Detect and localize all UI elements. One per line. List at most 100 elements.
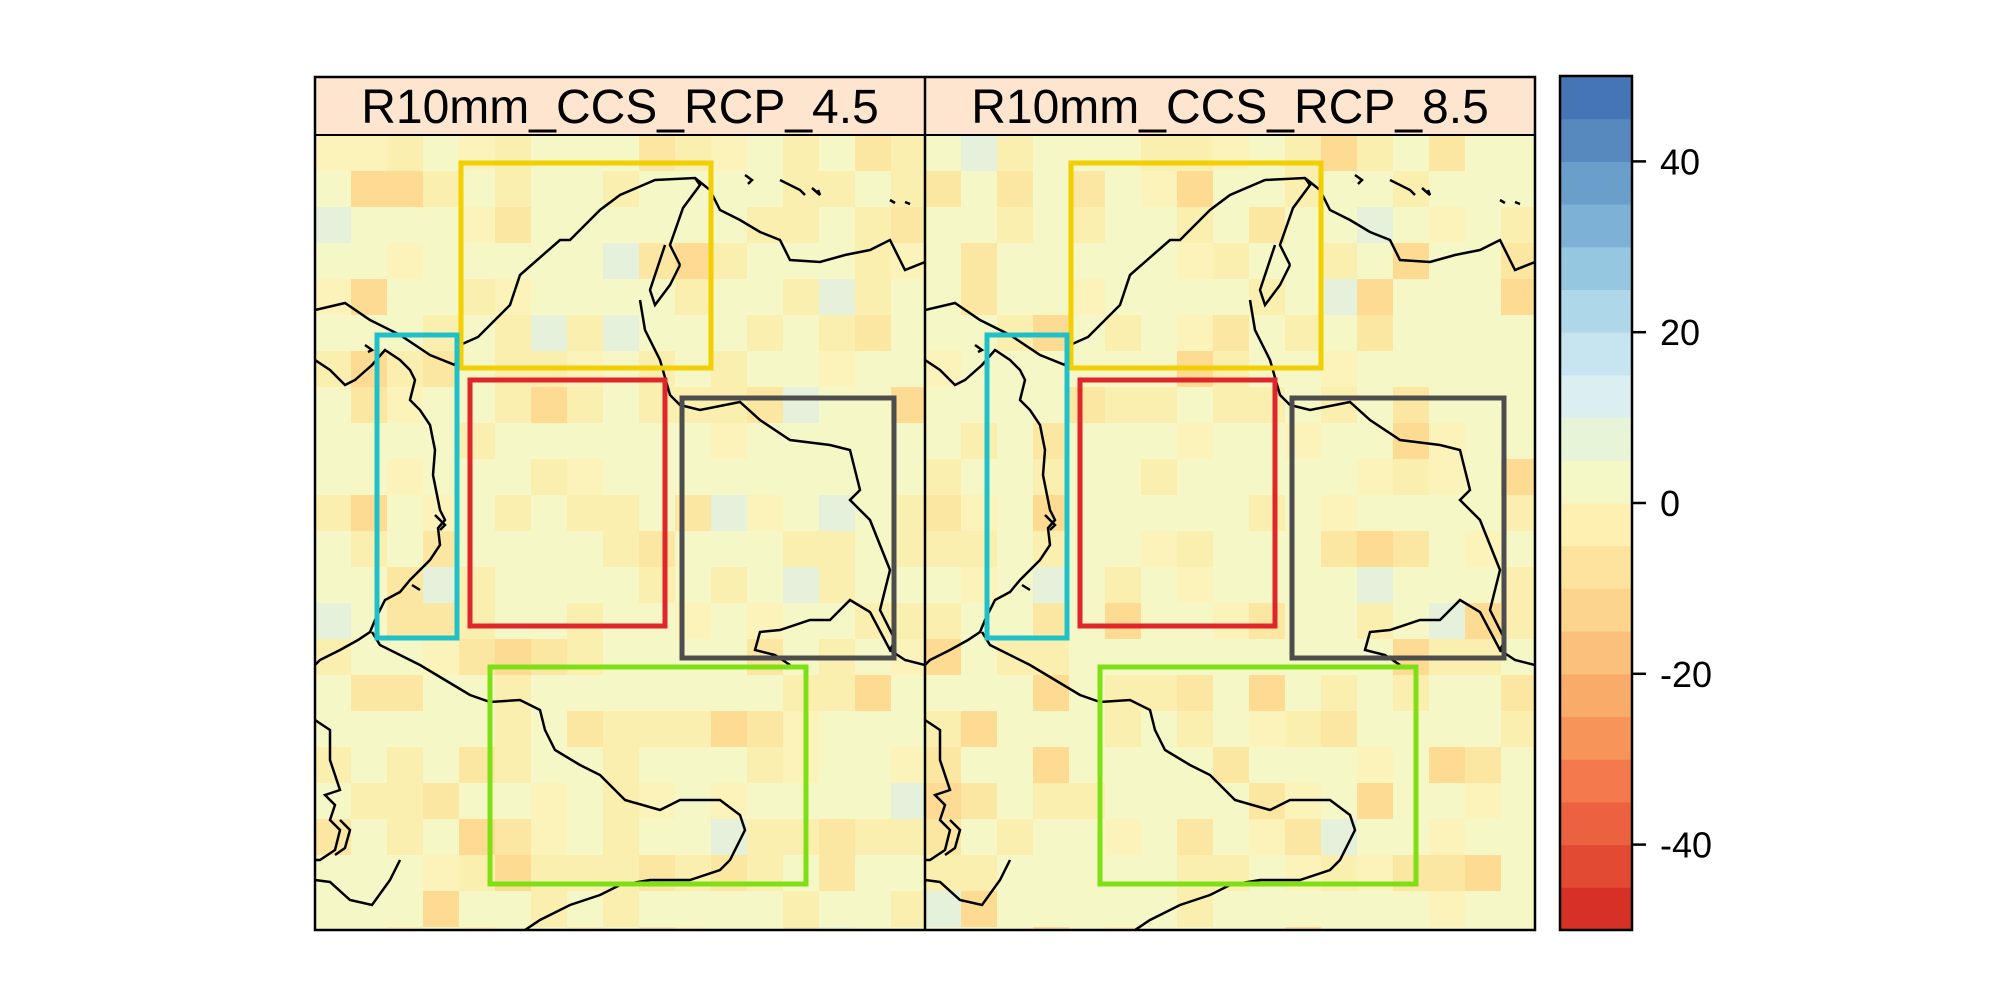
raster-cell [1393, 459, 1429, 495]
raster-cell [1321, 135, 1357, 171]
raster-cell [1393, 675, 1429, 711]
raster-cell [423, 171, 459, 207]
raster-cell [1249, 711, 1285, 747]
raster-cell [315, 135, 351, 171]
raster-cell [855, 279, 891, 315]
raster-cell [925, 747, 961, 783]
raster-cell [1177, 315, 1213, 351]
raster-cell [639, 711, 675, 747]
raster-cell [639, 531, 675, 567]
raster-cell [711, 243, 747, 279]
raster-cell [1105, 927, 1141, 930]
raster-cell [351, 171, 387, 207]
raster-cell [1213, 243, 1249, 279]
raster-cell [1501, 459, 1535, 495]
raster-cell [567, 927, 603, 930]
raster-cell [1465, 783, 1501, 819]
raster-cell [603, 891, 639, 927]
colorbar-bin [1560, 246, 1632, 290]
raster-cell [531, 315, 567, 351]
raster-cell [351, 135, 387, 171]
raster-cell [819, 567, 855, 603]
colorbar-bin [1560, 417, 1632, 461]
raster-cell [961, 567, 997, 603]
raster-cell [1141, 171, 1177, 207]
raster-cell [1141, 459, 1177, 495]
raster-cell [315, 495, 351, 531]
raster-cell [1285, 315, 1321, 351]
raster-cell [819, 495, 855, 531]
raster-cell [531, 387, 567, 423]
raster-cell [1105, 387, 1141, 423]
map-raster-rcp85 [925, 135, 1535, 930]
raster-cell [1357, 567, 1393, 603]
raster-cell [1501, 279, 1535, 315]
raster-cell [711, 567, 747, 603]
raster-cell [1249, 819, 1285, 855]
raster-cell [675, 279, 711, 315]
raster-cell [459, 567, 495, 603]
panel-rcp45: R10mm_CCS_RCP_4.5 [314, 76, 926, 930]
raster-cell [961, 711, 997, 747]
raster-cell [925, 711, 961, 747]
raster-cell [567, 711, 603, 747]
raster-cell [997, 135, 1033, 171]
raster-cell [1249, 207, 1285, 243]
raster-cell [1141, 135, 1177, 171]
colorbar-bin [1560, 716, 1632, 760]
raster-cell [961, 423, 997, 459]
raster-cell [891, 495, 925, 531]
raster-cell [891, 387, 925, 423]
raster-cell [531, 783, 567, 819]
raster-cell [711, 423, 747, 459]
raster-cell [567, 495, 603, 531]
raster-cell [675, 927, 711, 930]
raster-cell [1465, 531, 1501, 567]
raster-cell [961, 531, 997, 567]
raster-cell [925, 603, 961, 639]
raster-cell [711, 711, 747, 747]
raster-cell [891, 243, 925, 279]
raster-cell [387, 459, 423, 495]
raster-cell [423, 567, 459, 603]
raster-cell [1285, 711, 1321, 747]
region-box-gray [679, 395, 897, 661]
raster-cell [1177, 531, 1213, 567]
panel-title: R10mm_CCS_RCP_8.5 [971, 81, 1489, 134]
raster-cell [891, 819, 925, 855]
raster-cell [675, 243, 711, 279]
raster-cell [747, 819, 783, 855]
raster-cell [1429, 135, 1465, 171]
raster-cell [387, 243, 423, 279]
raster-cell [1357, 747, 1393, 783]
colorbar-bin [1560, 844, 1632, 888]
raster-cell [567, 459, 603, 495]
raster-cell [1465, 855, 1501, 891]
raster-cell [891, 783, 925, 819]
raster-cell [891, 603, 925, 639]
raster-cell [1249, 675, 1285, 711]
raster-cell [351, 495, 387, 531]
raster-cell [459, 423, 495, 459]
raster-cell [783, 675, 819, 711]
raster-cell [1033, 747, 1069, 783]
raster-cell [387, 603, 423, 639]
raster-cell [925, 639, 961, 675]
raster-cell [315, 351, 351, 387]
raster-cell [1321, 279, 1357, 315]
colorbar-bin [1560, 631, 1632, 675]
raster-cell [961, 135, 997, 171]
raster-cell [351, 387, 387, 423]
raster-cell [961, 495, 997, 531]
raster-cell [1177, 675, 1213, 711]
raster-cell [315, 207, 351, 243]
raster-cell [423, 891, 459, 927]
raster-cell [1357, 207, 1393, 243]
colorbar-bin [1560, 673, 1632, 717]
raster-cell [387, 747, 423, 783]
raster-cell [1285, 171, 1321, 207]
raster-cell [387, 675, 423, 711]
colorbar-bin [1560, 588, 1632, 632]
raster-cell [1393, 387, 1429, 423]
raster-cell [925, 171, 961, 207]
